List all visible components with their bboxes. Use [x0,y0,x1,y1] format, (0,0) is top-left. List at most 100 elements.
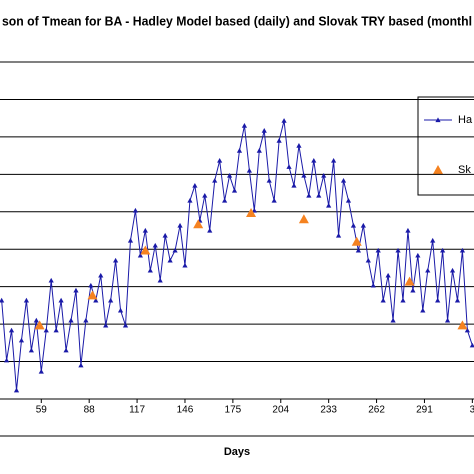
data-point [212,177,218,183]
data-point [83,317,89,323]
data-point [63,347,69,353]
data-point [350,222,357,228]
data-point [444,317,451,323]
data-point [43,327,49,333]
data-point [281,118,287,123]
data-point [454,297,461,303]
data-point [335,232,342,238]
data-point [217,158,223,163]
data-point [276,138,282,143]
data-point [298,214,309,224]
data-point [256,148,262,153]
data-point [380,297,386,303]
data-point [108,297,114,303]
data-point [87,290,98,300]
legend-label: Ha [458,114,473,126]
data-point [142,227,148,233]
data-point [390,317,396,323]
data-point [167,257,173,263]
data-point [127,237,134,243]
x-tick-label: 262 [368,405,385,416]
data-point [440,247,446,253]
x-tick-label: 3 [470,405,474,416]
data-point [147,267,153,273]
data-point [400,297,406,303]
data-point [430,237,436,243]
data-point [316,192,322,198]
data-point [23,297,30,303]
data-point [241,123,248,128]
data-point [301,172,307,178]
data-point [8,327,15,333]
data-point [207,227,213,233]
data-point [306,192,312,198]
data-point [425,267,431,273]
data-point [122,322,129,328]
data-point [405,227,411,233]
data-point [152,242,158,248]
data-point [137,252,143,258]
data-point [311,158,317,163]
data-point [103,322,109,328]
data-point [321,172,327,178]
data-point [93,297,99,303]
data-point [251,207,257,213]
legend: Ha Sk [417,96,474,196]
data-point [410,287,416,293]
data-point [226,172,233,178]
legend-marker [433,165,443,174]
x-tick-label: 233 [320,405,337,416]
data-point [296,143,302,148]
x-tick-label: 291 [416,405,433,416]
data-point [351,236,362,246]
data-point [113,257,119,263]
data-point [246,208,257,218]
data-point [132,207,139,213]
data-point [58,297,64,303]
x-tick-label: 59 [36,405,48,416]
data-point [415,252,421,258]
data-point [395,247,401,253]
data-point [34,320,45,330]
data-point [187,197,193,203]
data-point [13,387,20,393]
data-point [420,307,426,313]
data-point [385,272,391,278]
data-point [340,177,347,183]
data-point [459,247,466,253]
data-point [236,148,243,153]
data-point [140,245,151,255]
data-point [193,219,204,229]
data-point [360,222,366,228]
data-point [246,167,252,173]
legend-label: Sk [458,164,471,176]
x-tick-label: 146 [177,405,194,416]
data-point [404,276,415,286]
data-point [0,297,5,303]
data-point [88,282,94,288]
data-point [68,317,74,323]
series-line [1,120,473,391]
data-point [38,368,44,374]
data-point [286,164,292,169]
x-tick-label: 204 [272,405,289,416]
data-point [4,357,10,363]
data-point [365,257,371,263]
data-point [192,182,198,188]
x-axis-label: Days [224,446,250,458]
data-point [326,202,332,208]
data-point [345,197,352,203]
chart-title: son of Tmean for BA - Hadley Model based… [2,13,472,28]
data-point [355,247,361,253]
data-point [157,277,163,283]
data-point [464,327,470,333]
data-point [28,347,34,353]
data-point [261,128,267,133]
data-point [78,362,84,368]
data-point [331,158,337,163]
data-point [375,247,381,253]
legend-marker [435,117,441,123]
data-point [182,262,188,268]
x-tick-label: 117 [129,405,145,416]
